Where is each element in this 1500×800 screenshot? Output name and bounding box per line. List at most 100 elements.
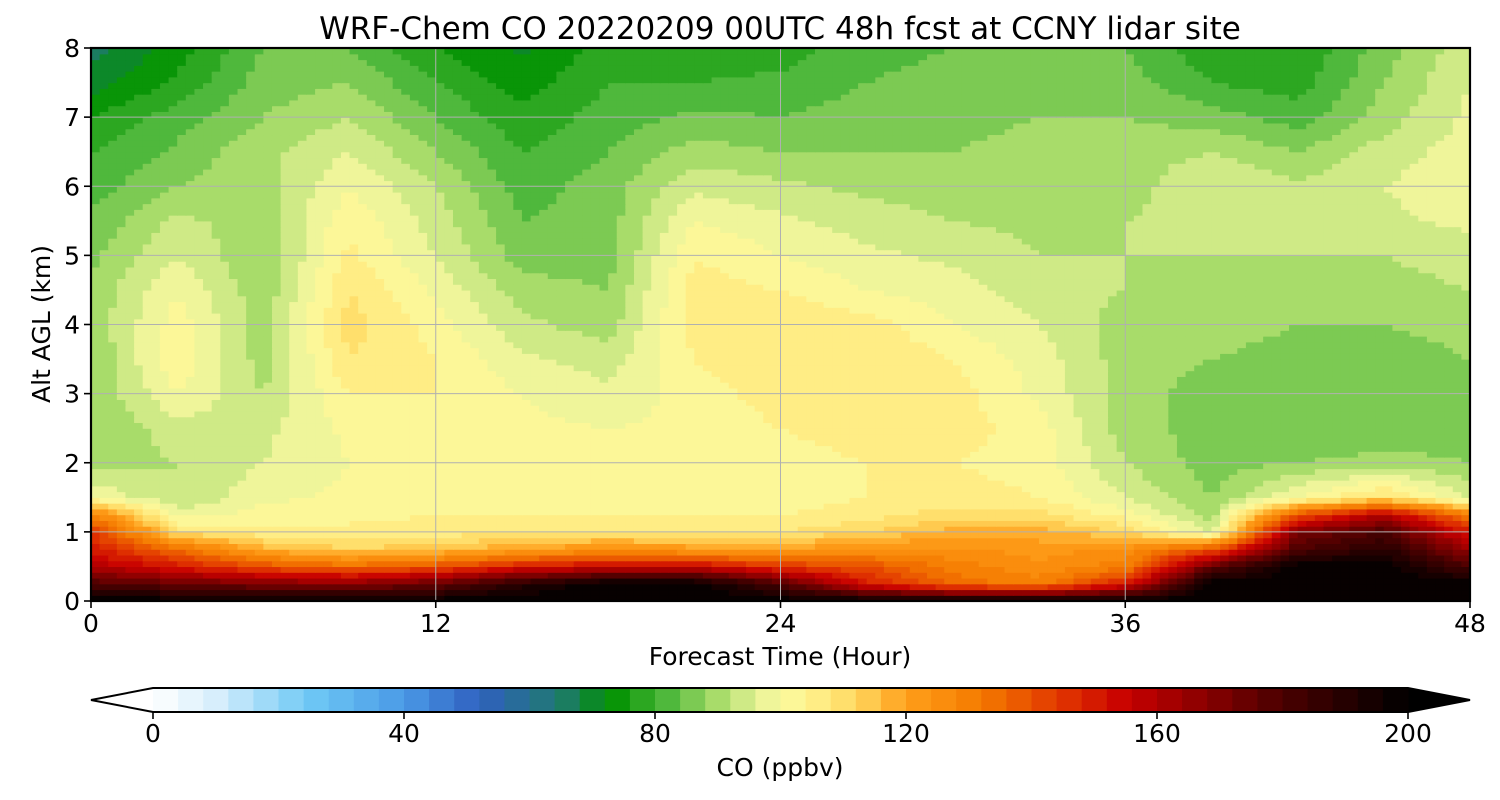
heatmap-cell <box>513 520 523 527</box>
heatmap-cell <box>746 462 756 470</box>
heatmap-cell <box>470 480 480 487</box>
heatmap-cell <box>1211 445 1221 452</box>
heatmap-cell <box>496 531 506 539</box>
heatmap-cell <box>1297 428 1307 435</box>
heatmap-cell <box>1332 537 1342 544</box>
heatmap-cell <box>349 531 359 539</box>
heatmap-cell <box>866 560 876 568</box>
heatmap-cell <box>289 531 299 539</box>
heatmap-cell <box>892 445 902 452</box>
heatmap-cell <box>1211 537 1221 544</box>
heatmap-cell <box>539 572 549 579</box>
heatmap-cell <box>418 468 428 475</box>
heatmap-cell <box>1280 560 1290 568</box>
heatmap-cell <box>99 480 109 487</box>
heatmap-cell <box>384 491 394 498</box>
heatmap-cell <box>754 485 764 493</box>
heatmap-cell <box>754 566 764 573</box>
heatmap-cell <box>1401 428 1411 435</box>
heatmap-cell <box>1013 514 1023 521</box>
heatmap-cell <box>323 526 333 533</box>
heatmap-cell <box>297 526 308 533</box>
heatmap-cell <box>375 589 385 596</box>
heatmap-cell <box>1159 566 1169 573</box>
heatmap-cell <box>642 549 652 556</box>
heatmap-cell <box>616 583 626 591</box>
heatmap-cell <box>366 595 377 601</box>
heatmap-cell <box>1176 491 1187 498</box>
heatmap-cell <box>461 531 471 539</box>
heatmap-cell <box>392 566 402 573</box>
heatmap-cell <box>1021 549 1032 556</box>
heatmap-cell <box>159 462 170 470</box>
heatmap-cell <box>944 474 954 481</box>
heatmap-cell <box>1039 549 1049 556</box>
heatmap-cell <box>832 462 842 470</box>
heatmap-cell <box>625 537 635 544</box>
heatmap-cell <box>970 485 980 493</box>
heatmap-cell <box>358 462 368 470</box>
heatmap-cell <box>995 439 1006 447</box>
heatmap-cell <box>771 549 782 556</box>
heatmap-cell <box>1176 468 1187 475</box>
heatmap-cell <box>1289 577 1299 585</box>
heatmap-cell <box>677 422 687 429</box>
heatmap-cell <box>1245 439 1256 447</box>
heatmap-cell <box>194 433 204 441</box>
heatmap-cell <box>1375 526 1385 533</box>
heatmap-cell <box>1306 468 1316 475</box>
heatmap-cell <box>883 497 894 504</box>
heatmap-cell <box>1151 560 1161 568</box>
heatmap-cell <box>935 566 945 573</box>
heatmap-cell <box>323 514 333 521</box>
heatmap-cell <box>1159 468 1169 475</box>
heatmap-cell <box>832 531 842 539</box>
heatmap-cell <box>496 514 506 521</box>
heatmap-cell <box>1039 428 1049 435</box>
heatmap-cell <box>1168 474 1178 481</box>
heatmap-cell <box>530 549 540 556</box>
heatmap-cell <box>797 595 807 601</box>
heatmap-cell <box>961 480 971 487</box>
heatmap-cell <box>409 439 420 447</box>
heatmap-cell <box>858 462 868 470</box>
heatmap-cell <box>375 583 385 591</box>
heatmap-cell <box>530 433 540 441</box>
heatmap-cell <box>987 485 997 493</box>
heatmap-cell <box>789 451 799 458</box>
heatmap-cell <box>702 433 713 441</box>
heatmap-cell <box>530 560 540 568</box>
heatmap-cell <box>1090 514 1100 521</box>
heatmap-cell <box>1297 566 1307 573</box>
heatmap-cell <box>220 531 230 539</box>
heatmap-cell <box>435 422 445 429</box>
heatmap-cell <box>513 474 523 481</box>
heatmap-cell <box>1452 554 1462 562</box>
heatmap-cell <box>203 451 213 458</box>
heatmap-cell <box>1004 595 1014 601</box>
heatmap-cell <box>513 428 523 435</box>
heatmap-cell <box>659 577 670 585</box>
heatmap-cell <box>1228 503 1238 510</box>
heatmap-cell <box>203 526 213 533</box>
heatmap-cell <box>754 531 764 539</box>
heatmap-cell <box>892 433 902 441</box>
heatmap-cell <box>1280 503 1290 510</box>
heatmap-cell <box>720 560 730 568</box>
heatmap-cell <box>1245 526 1256 533</box>
heatmap-cell <box>875 537 885 544</box>
heatmap-cell <box>625 577 635 585</box>
heatmap-cell <box>91 577 101 585</box>
heatmap-cell <box>108 451 118 458</box>
heatmap-cell <box>1409 508 1419 516</box>
heatmap-cell <box>866 480 876 487</box>
heatmap-cell <box>616 520 626 527</box>
heatmap-cell <box>366 514 377 521</box>
heatmap-cell <box>99 462 109 470</box>
heatmap-cell <box>677 589 687 596</box>
heatmap-cell <box>228 595 239 601</box>
heatmap-cell <box>659 451 670 458</box>
heatmap-cell <box>1340 554 1350 562</box>
heatmap-cell <box>496 572 506 579</box>
heatmap-cell <box>892 514 902 521</box>
